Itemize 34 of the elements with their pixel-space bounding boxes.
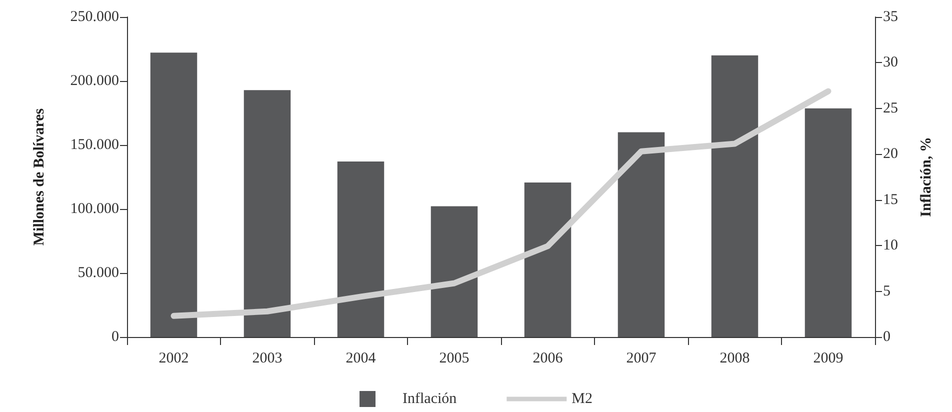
y-tick-label: 150.000	[70, 137, 119, 153]
y-tick-label: 250.000	[70, 9, 119, 25]
x-tick-label: 2008	[720, 350, 750, 366]
y-axis-title: Millones de Bolívares	[32, 108, 48, 246]
bar	[150, 52, 198, 337]
x-tick-label: 2002	[158, 350, 189, 366]
y2-tick-label: 35	[883, 9, 898, 25]
x-tick-label: 2009	[813, 350, 844, 366]
bar	[244, 90, 291, 337]
y2-tick-label: 15	[883, 192, 898, 208]
bar	[618, 132, 665, 337]
y2-tick-label: 5	[883, 283, 890, 300]
x-tick-label: 2004	[346, 350, 376, 366]
legend-label: M2	[572, 391, 592, 407]
y2-axis-title: Inflación, %	[918, 136, 934, 218]
y2-tick-label: 25	[883, 100, 898, 116]
x-tick-label: 2006	[532, 350, 564, 366]
y-tick-label: 200.000	[70, 73, 119, 89]
bar	[524, 182, 572, 337]
bar	[711, 55, 758, 337]
bar	[804, 108, 852, 337]
x-tick-label: 2007	[626, 350, 657, 366]
y2-tick-label: 20	[883, 146, 898, 162]
bar	[337, 161, 384, 337]
y2-tick-label: 0	[883, 329, 890, 345]
legend-label: Inflación	[402, 391, 458, 407]
y-tick-label: 100.000	[70, 201, 119, 217]
x-tick-label: 2003	[252, 350, 282, 366]
x-tick-label: 2005	[439, 350, 470, 366]
y2-tick-label: 10	[883, 238, 898, 254]
y-tick-label: 0	[112, 329, 119, 345]
bar	[430, 206, 478, 337]
y-tick-label: 50.000	[78, 265, 119, 281]
y2-tick-label: 30	[883, 54, 898, 71]
